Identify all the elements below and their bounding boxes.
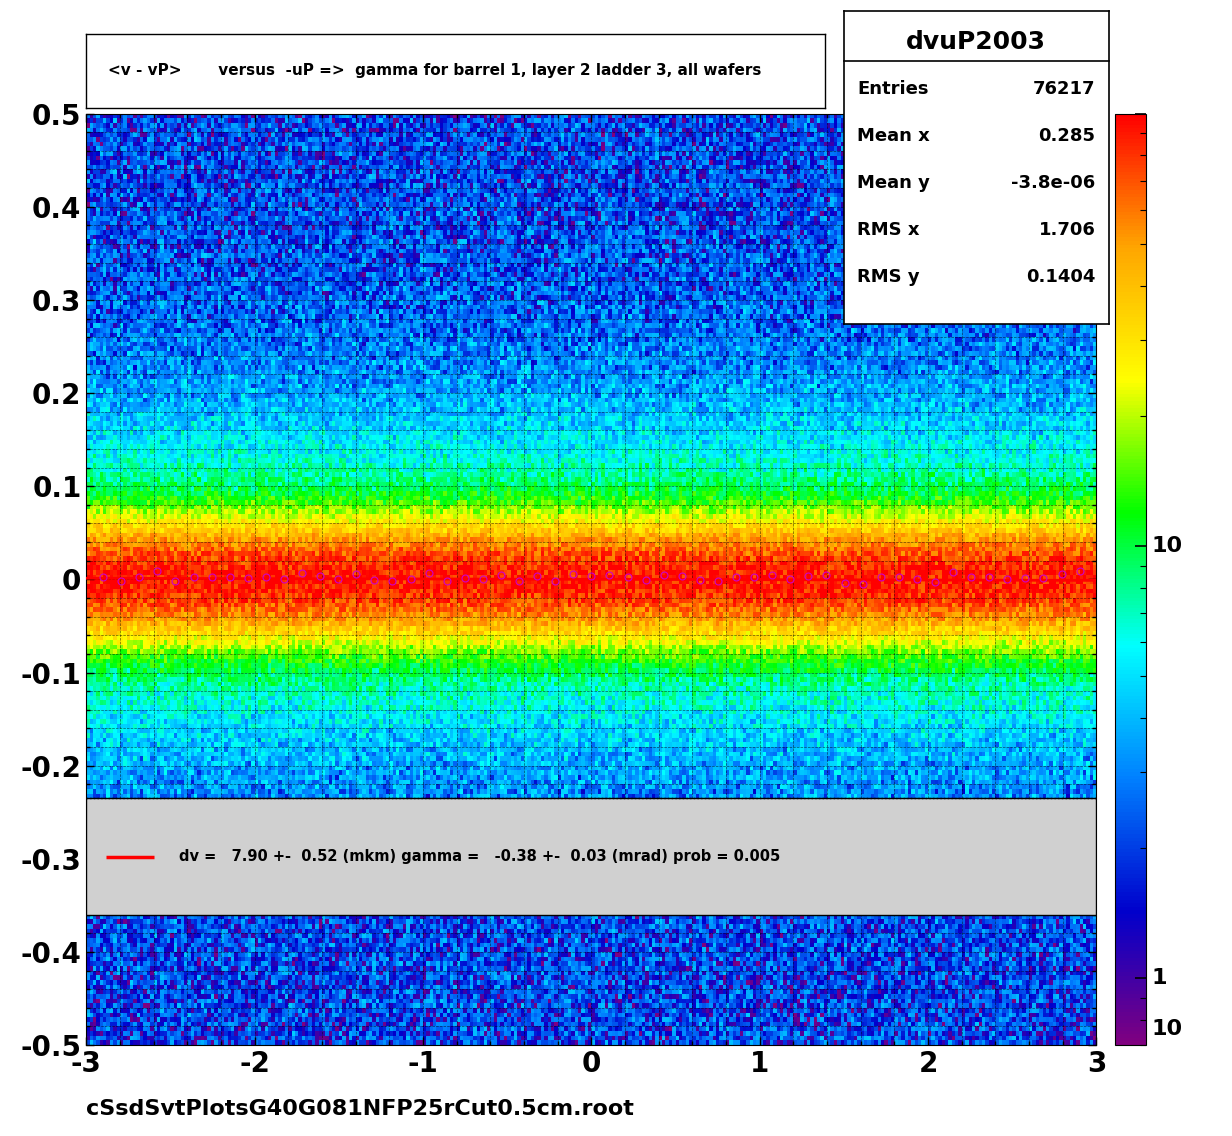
Text: Mean y: Mean y — [857, 174, 930, 192]
Text: dv =   7.90 +-  0.52 (mkm) gamma =   -0.38 +-  0.03 (mrad) prob = 0.005: dv = 7.90 +- 0.52 (mkm) gamma = -0.38 +-… — [179, 850, 780, 864]
Text: 0.285: 0.285 — [1039, 127, 1095, 145]
Text: Entries: Entries — [857, 81, 929, 99]
Bar — [86, 799, 1096, 914]
Text: cSsdSvtPlotsG40G081NFP25rCut0.5cm.root: cSsdSvtPlotsG40G081NFP25rCut0.5cm.root — [86, 1099, 634, 1119]
Text: Mean x: Mean x — [857, 127, 930, 145]
Text: 10: 10 — [1152, 536, 1183, 556]
Text: 1: 1 — [1152, 968, 1168, 988]
Text: 1.706: 1.706 — [1039, 222, 1095, 239]
Text: RMS y: RMS y — [857, 268, 920, 286]
Text: dvuP2003: dvuP2003 — [907, 30, 1046, 55]
Text: <v - vP>       versus  -uP =>  gamma for barrel 1, layer 2 ladder 3, all wafers: <v - vP> versus -uP => gamma for barrel … — [108, 64, 761, 78]
Text: 76217: 76217 — [1034, 81, 1095, 99]
Text: 10: 10 — [1152, 1019, 1183, 1039]
Text: RMS x: RMS x — [857, 222, 919, 239]
Text: 0.1404: 0.1404 — [1026, 268, 1095, 286]
Text: -3.8e-06: -3.8e-06 — [1011, 174, 1095, 192]
